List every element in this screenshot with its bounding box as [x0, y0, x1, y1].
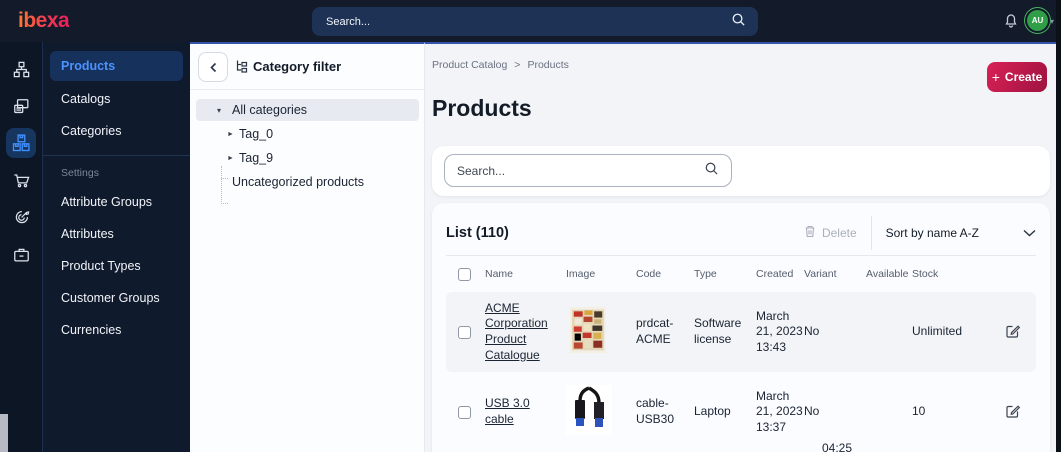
product-list-card: List (110) Delete Sort by name A-Z — [432, 203, 1050, 452]
tree-item-uncategorized-products[interactable]: Uncategorized products — [232, 175, 365, 189]
edit-icon[interactable] — [1005, 323, 1021, 342]
tools-briefcase-icon[interactable] — [6, 239, 36, 269]
tree-item-tag-9[interactable]: ► Tag_9 — [227, 151, 274, 165]
category-tree-icon — [235, 59, 249, 78]
create-button[interactable]: + Create — [987, 62, 1047, 92]
main-content: Product Catalog > Products Products + Cr… — [425, 42, 1056, 452]
page-title: Products — [432, 95, 532, 121]
table-row: ACME Corporation Product Catalogue prdca… — [446, 292, 1036, 372]
product-variant: No — [804, 404, 820, 419]
column-header-image: Image — [566, 268, 596, 280]
sidebar-item-catalogs[interactable]: Catalogs — [61, 92, 111, 106]
column-header-available: Available — [866, 268, 909, 280]
user-menu-caret-icon[interactable]: ▾ — [1049, 17, 1054, 26]
sidebar-item-product-types[interactable]: Product Types — [61, 259, 141, 273]
product-link[interactable]: USB 3.0 cable — [485, 396, 530, 426]
list-search-input[interactable]: Search... — [444, 154, 732, 187]
right-edge-strip — [1056, 0, 1061, 452]
sort-dropdown[interactable]: Sort by name A-Z — [886, 226, 1036, 240]
column-header-name: Name — [485, 268, 514, 280]
sidebar-divider — [43, 155, 190, 156]
breadcrumb-products: Products — [527, 59, 569, 71]
sidebar-item-categories[interactable]: Categories — [61, 124, 122, 138]
left-scrollbar-thumb[interactable] — [0, 414, 8, 452]
ibexa-logo: ibexa — [18, 9, 70, 32]
sidebar-item-attributes[interactable]: Attributes — [61, 227, 114, 241]
global-search-input[interactable]: Search... — [312, 7, 758, 36]
list-header: List (110) Delete Sort by name A-Z — [446, 203, 1036, 255]
list-controls: Delete Sort by name A-Z — [804, 216, 1036, 250]
product-created: March 21, 2023 13:43 — [756, 308, 803, 354]
column-header-created: Created — [756, 268, 794, 280]
product-link[interactable]: ACME Corporation Product Catalogue — [485, 300, 548, 362]
caret-down-icon[interactable]: ▾ — [217, 105, 222, 115]
list-title: List (110) — [446, 225, 509, 241]
chevron-down-icon — [1023, 226, 1036, 240]
top-bar: ibexa Search... AU ▾ — [0, 0, 1061, 42]
product-variant: No — [804, 324, 820, 339]
list-search-card: Search... — [432, 146, 1050, 196]
list-header-divider — [446, 255, 1036, 256]
tree-item-all-categories[interactable]: ▾ All categories — [196, 99, 419, 121]
tree-guide-line — [221, 166, 222, 204]
usb-cable-thumbnail — [566, 384, 612, 435]
delete-button[interactable]: Delete — [804, 225, 857, 241]
column-header-variant: Variant — [804, 268, 837, 280]
content-tree-icon[interactable] — [6, 54, 36, 84]
list-search-placeholder: Search... — [457, 163, 506, 178]
caret-right-icon[interactable]: ► — [227, 130, 234, 138]
partial-row-created-time: 04:25 — [822, 441, 853, 452]
collapse-panel-button[interactable] — [198, 52, 228, 82]
sidebar-section-settings: Settings — [61, 167, 99, 179]
row-checkbox[interactable] — [458, 325, 471, 339]
product-code: cable-USB30 — [636, 396, 675, 426]
global-search-placeholder: Search... — [326, 15, 371, 28]
row-checkbox[interactable] — [458, 405, 471, 419]
cart-icon[interactable] — [6, 165, 36, 195]
acme-catalogue-thumbnail — [570, 306, 606, 353]
tree-guide-line — [221, 178, 228, 179]
product-stock: Unlimited — [912, 324, 963, 339]
category-filter-title: Category filter — [253, 59, 342, 74]
trash-icon — [804, 225, 816, 241]
category-filter-panel: Category filter ▾ All categories ► Tag_0… — [190, 42, 425, 452]
category-tree: ▾ All categories ► Tag_0 ► Tag_9 Uncateg… — [190, 90, 424, 204]
table-header-row: Name Image Code Type Created Variant Ava… — [446, 256, 1036, 292]
notifications-bell-icon[interactable] — [1003, 12, 1019, 29]
sidebar-menu: Products Catalogs Categories Settings At… — [42, 42, 190, 452]
breadcrumb-product-catalog[interactable]: Product Catalog — [432, 59, 508, 71]
category-filter-header: Category filter — [190, 44, 424, 90]
table-row: USB 3.0 cable cable-USB30 Laptop March 2… — [446, 372, 1036, 452]
sidebar-item-currencies[interactable]: Currencies — [61, 323, 122, 337]
icon-rail — [0, 42, 42, 452]
product-type: Laptop — [694, 404, 731, 419]
plus-icon: + — [991, 68, 1000, 85]
marketing-target-icon[interactable] — [6, 202, 36, 232]
product-created: March 21, 2023 13:37 — [756, 388, 803, 434]
search-icon — [704, 161, 719, 181]
column-header-stock: Stock — [912, 268, 939, 280]
search-icon — [731, 12, 746, 32]
sidebar-item-customer-groups[interactable]: Customer Groups — [61, 291, 160, 305]
product-code: prdcat-ACME — [636, 316, 674, 346]
tree-item-tag-0[interactable]: ► Tag_0 — [227, 127, 274, 141]
breadcrumb-separator: > — [514, 59, 521, 71]
edit-icon[interactable] — [1005, 403, 1021, 422]
sidebar-item-attribute-groups[interactable]: Attribute Groups — [61, 195, 153, 209]
product-type: Software license — [694, 316, 742, 346]
tree-guide-line — [221, 203, 228, 204]
pages-icon[interactable] — [6, 91, 36, 121]
column-header-type: Type — [694, 268, 717, 280]
sidebar-item-products[interactable]: Products — [50, 51, 183, 81]
select-all-checkbox[interactable] — [458, 267, 471, 281]
controls-divider — [870, 216, 872, 250]
product-stock: 10 — [912, 404, 926, 419]
user-avatar[interactable]: AU — [1027, 10, 1048, 31]
column-header-code: Code — [636, 268, 662, 280]
breadcrumb: Product Catalog > Products — [432, 59, 1050, 71]
commerce-boxes-icon[interactable] — [6, 128, 36, 158]
caret-right-icon[interactable]: ► — [227, 154, 234, 162]
